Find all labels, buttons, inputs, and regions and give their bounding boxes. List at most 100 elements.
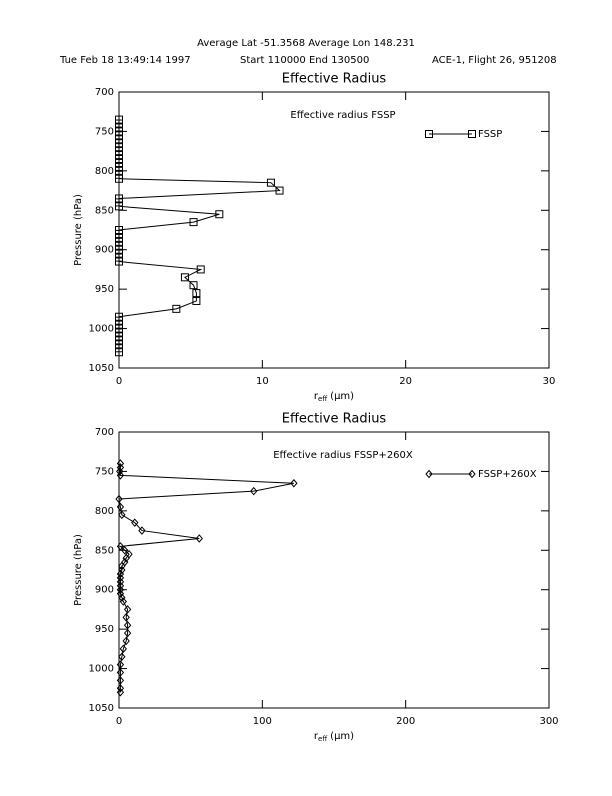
marker bbox=[196, 265, 205, 274]
marker bbox=[250, 486, 258, 496]
marker bbox=[215, 210, 224, 219]
y-axis-label: Pressure (hPa) bbox=[73, 534, 84, 606]
marker bbox=[290, 478, 298, 488]
x-axis-label-subscript: eff bbox=[318, 735, 327, 743]
marker bbox=[189, 281, 198, 290]
marker bbox=[118, 593, 126, 602]
marker bbox=[123, 628, 132, 638]
y-tick-label: 1050 bbox=[89, 363, 114, 374]
marker bbox=[195, 534, 203, 543]
marker bbox=[116, 660, 125, 669]
marker bbox=[122, 553, 130, 563]
x-tick-label: 300 bbox=[539, 716, 558, 727]
marker bbox=[192, 296, 201, 305]
x-tick-label: 200 bbox=[396, 716, 415, 727]
marker bbox=[275, 186, 284, 195]
y-tick-label: 800 bbox=[95, 166, 114, 177]
y-axis-label: Pressure (hPa) bbox=[73, 194, 84, 266]
y-tick-label: 900 bbox=[95, 245, 114, 256]
y-tick-label: 950 bbox=[95, 284, 114, 295]
subtitle: Effective radius FSSP+260X bbox=[273, 450, 413, 461]
header-time: Start 110000 End 130500 bbox=[240, 55, 369, 66]
y-tick-label: 850 bbox=[95, 205, 114, 216]
chart-title: Effective Radius bbox=[282, 72, 387, 87]
x-tick-label: 100 bbox=[253, 716, 272, 727]
marker bbox=[123, 605, 132, 614]
legend-marker bbox=[468, 130, 476, 138]
marker bbox=[138, 526, 146, 535]
marker bbox=[116, 577, 125, 587]
marker bbox=[116, 585, 125, 594]
marker bbox=[116, 668, 125, 677]
y-tick-label: 700 bbox=[95, 87, 114, 98]
marker bbox=[118, 652, 126, 662]
marker bbox=[115, 174, 123, 183]
marker bbox=[119, 644, 127, 654]
y-tick-label: 900 bbox=[95, 585, 114, 596]
chart-title: Effective Radius bbox=[282, 412, 387, 427]
x-axis-label-unit: (μm) bbox=[330, 731, 354, 742]
marker bbox=[116, 687, 125, 697]
marker bbox=[189, 218, 198, 227]
y-tick-label: 700 bbox=[95, 427, 114, 438]
y-tick-label: 850 bbox=[95, 545, 114, 556]
marker bbox=[121, 546, 129, 555]
marker bbox=[115, 257, 123, 266]
x-axis-label-subscript: eff bbox=[318, 395, 327, 403]
marker bbox=[116, 569, 125, 579]
legend-marker bbox=[468, 469, 476, 479]
y-tick-label: 750 bbox=[95, 466, 114, 477]
x-axis-label-symbol: r bbox=[314, 391, 319, 402]
subtitle: Effective radius FSSP bbox=[290, 110, 395, 121]
marker bbox=[118, 561, 126, 571]
marker bbox=[118, 565, 126, 575]
marker bbox=[116, 589, 125, 598]
legend-marker bbox=[425, 469, 433, 479]
marker bbox=[115, 494, 123, 504]
x-tick-label: 20 bbox=[399, 376, 412, 387]
x-axis-label: reff (μm) bbox=[314, 731, 354, 743]
marker bbox=[116, 459, 125, 468]
marker bbox=[116, 542, 125, 551]
legend-label: FSSP+260X bbox=[478, 469, 537, 480]
marker bbox=[116, 467, 124, 476]
header-flight: ACE-1, Flight 26, 951208 bbox=[432, 55, 557, 66]
header-date: Tue Feb 18 13:49:14 1997 bbox=[59, 55, 191, 66]
marker bbox=[116, 471, 125, 480]
x-tick-label: 0 bbox=[116, 376, 122, 387]
marker bbox=[115, 348, 123, 357]
marker bbox=[115, 202, 123, 211]
marker bbox=[123, 620, 132, 630]
x-axis-label-symbol: r bbox=[314, 731, 319, 742]
x-tick-label: 10 bbox=[256, 376, 269, 387]
marker bbox=[192, 289, 201, 298]
marker bbox=[116, 463, 125, 472]
marker bbox=[122, 613, 130, 622]
marker bbox=[266, 178, 275, 187]
marker bbox=[172, 304, 181, 313]
x-tick-label: 30 bbox=[543, 376, 556, 387]
y-tick-label: 1000 bbox=[89, 324, 114, 335]
marker bbox=[116, 573, 125, 583]
y-tick-label: 950 bbox=[95, 624, 114, 635]
x-axis-label-unit: (μm) bbox=[330, 391, 354, 402]
marker bbox=[118, 510, 126, 520]
marker bbox=[131, 518, 139, 527]
marker bbox=[116, 502, 125, 512]
legend-label: FSSP bbox=[478, 129, 502, 140]
y-tick-label: 1000 bbox=[89, 664, 114, 675]
y-tick-label: 1050 bbox=[89, 703, 114, 714]
y-tick-label: 800 bbox=[95, 506, 114, 517]
x-axis-label: reff (μm) bbox=[314, 391, 354, 403]
marker bbox=[122, 636, 130, 646]
header-line: Average Lat -51.3568 Average Lon 148.231 bbox=[197, 38, 415, 49]
marker bbox=[119, 597, 127, 606]
x-tick-label: 0 bbox=[116, 716, 122, 727]
legend-marker bbox=[425, 130, 433, 138]
marker bbox=[116, 684, 125, 693]
marker bbox=[116, 676, 125, 685]
marker bbox=[116, 581, 125, 591]
marker bbox=[180, 273, 189, 282]
